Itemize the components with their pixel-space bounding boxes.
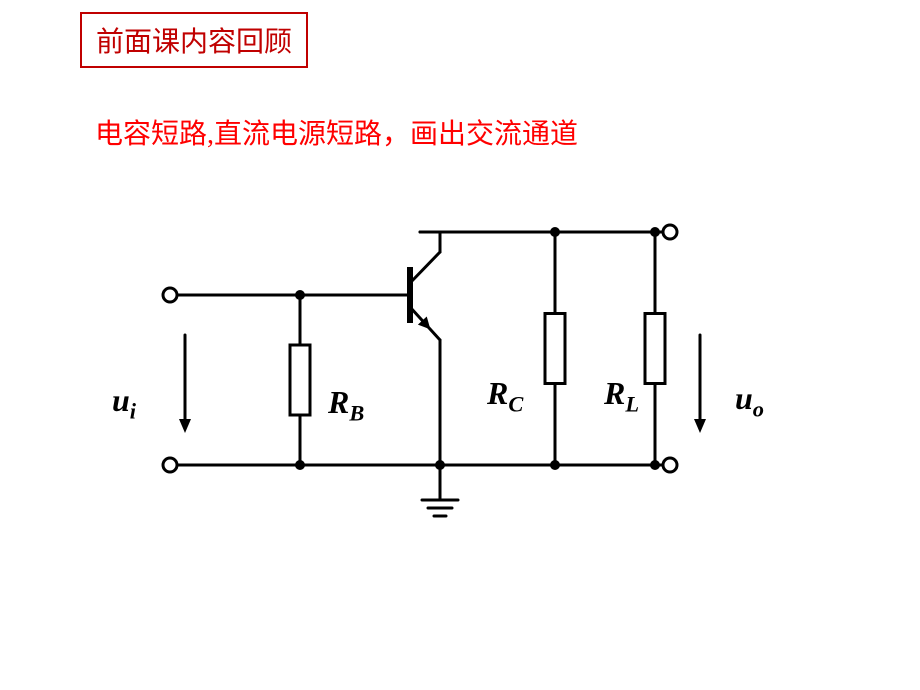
- circuit-svg: [100, 200, 820, 580]
- subtitle-text: 电容短路,直流电源短路，画出交流通道: [95, 112, 578, 152]
- title-text: 前面课内容回顾: [96, 27, 292, 58]
- title-box: 前面课内容回顾: [80, 12, 308, 68]
- label-rc: RC: [487, 375, 523, 417]
- label-rb: RB: [328, 384, 364, 426]
- circuit-diagram: [100, 200, 820, 580]
- label-uo: uo: [735, 380, 764, 422]
- label-rl: RL: [604, 375, 639, 417]
- label-ui: ui: [112, 382, 136, 424]
